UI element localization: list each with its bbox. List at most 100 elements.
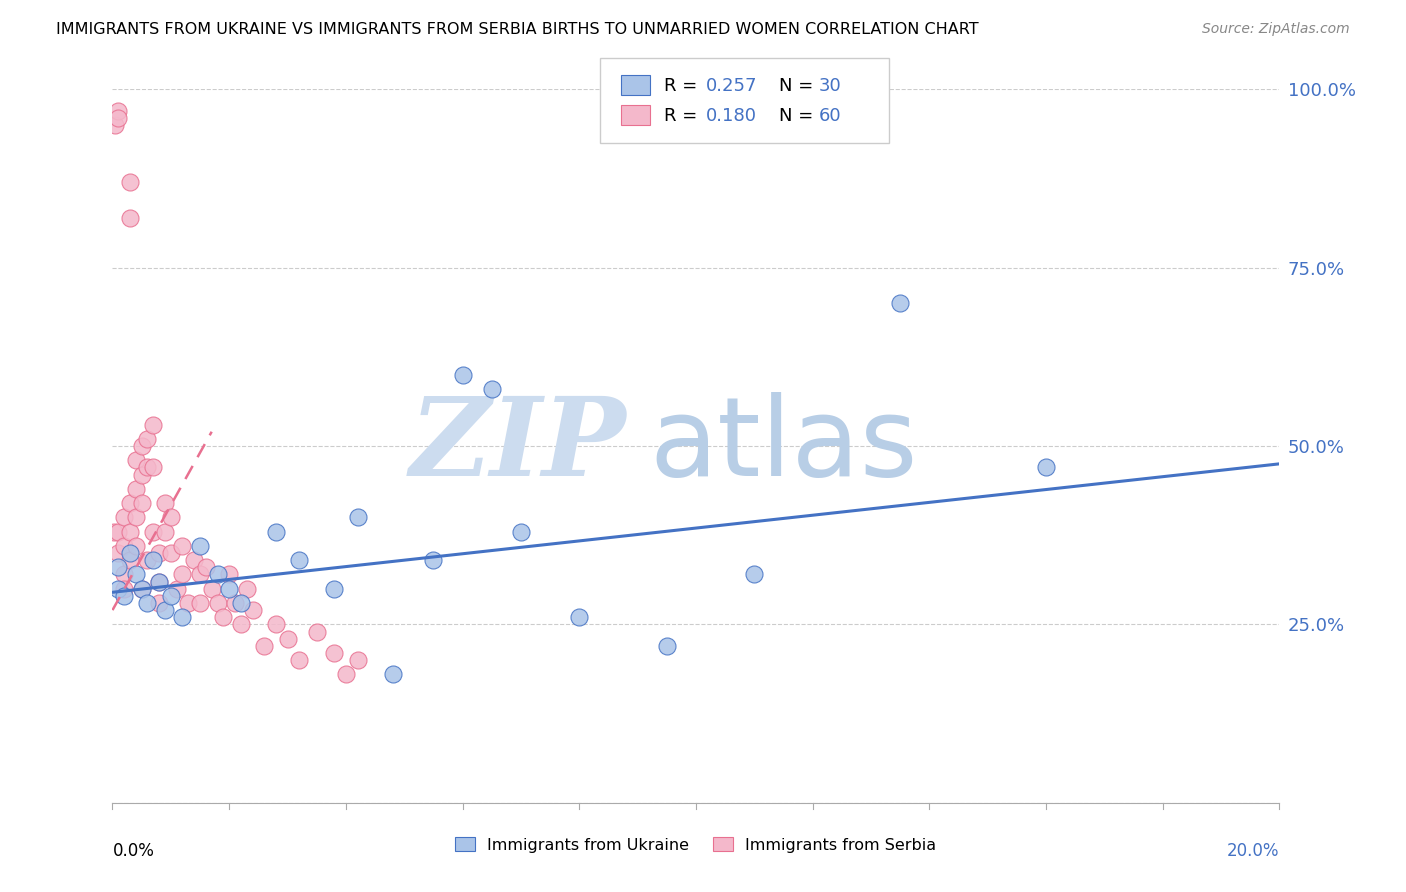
Point (253, 639, 276, 653)
Point (131, 582, 153, 596)
Point (188, 539, 211, 553)
Point (207, 596, 229, 610)
Legend: Immigrants from Ukraine, Immigrants from Serbia: Immigrants from Ukraine, Immigrants from… (449, 830, 943, 859)
Point (142, 417, 165, 432)
Point (131, 467, 153, 482)
Point (160, 589, 183, 603)
Point (125, 567, 148, 582)
Text: ZIP: ZIP (409, 392, 626, 500)
Point (194, 560, 217, 574)
Text: IMMIGRANTS FROM UKRAINE VS IMMIGRANTS FROM SERBIA BIRTHS TO UNMARRIED WOMEN CORR: IMMIGRANTS FROM UKRAINE VS IMMIGRANTS FR… (56, 22, 979, 37)
Point (509, 524, 531, 539)
Point (288, 653, 311, 667)
Point (107, 524, 129, 539)
Point (112, 582, 135, 596)
Point (481, 382, 503, 396)
Point (229, 596, 252, 610)
Point (148, 574, 170, 589)
Point (183, 553, 205, 567)
Point (335, 667, 357, 681)
Text: 60: 60 (818, 107, 841, 125)
Point (118, 553, 141, 567)
Point (264, 617, 287, 632)
Point (118, 546, 141, 560)
Point (288, 553, 311, 567)
Point (125, 539, 148, 553)
Point (166, 582, 188, 596)
Text: 0.0%: 0.0% (112, 842, 155, 860)
Point (323, 582, 346, 596)
Text: 0.180: 0.180 (706, 107, 756, 125)
Point (131, 496, 153, 510)
Point (422, 553, 444, 567)
Point (136, 432, 159, 446)
Point (172, 610, 194, 624)
Point (136, 596, 159, 610)
Point (107, 546, 129, 560)
Point (160, 546, 183, 560)
Point (451, 368, 474, 382)
Text: atlas: atlas (650, 392, 918, 500)
Point (112, 589, 135, 603)
Point (212, 610, 235, 624)
Point (323, 646, 346, 660)
Point (148, 574, 170, 589)
Point (142, 524, 165, 539)
Text: 30: 30 (818, 77, 841, 95)
Point (172, 539, 194, 553)
Point (118, 496, 141, 510)
Point (218, 567, 240, 582)
Point (346, 510, 368, 524)
Point (276, 632, 298, 646)
Point (103, 524, 125, 539)
Point (153, 603, 176, 617)
Point (104, 118, 127, 132)
Point (218, 582, 240, 596)
Point (229, 617, 252, 632)
Text: N =: N = (779, 107, 818, 125)
Point (112, 539, 135, 553)
Point (131, 582, 153, 596)
Point (207, 567, 229, 582)
Point (148, 596, 170, 610)
Point (107, 103, 129, 118)
Point (148, 546, 170, 560)
Point (305, 624, 328, 639)
Point (136, 460, 159, 475)
Point (107, 111, 129, 125)
Point (235, 582, 257, 596)
Text: 20.0%: 20.0% (1227, 842, 1279, 860)
Point (125, 482, 148, 496)
Text: 0.257: 0.257 (706, 77, 758, 95)
Point (1035, 460, 1057, 475)
Point (136, 553, 159, 567)
Point (177, 596, 200, 610)
Point (142, 553, 165, 567)
Text: R =: R = (664, 107, 703, 125)
Point (153, 496, 176, 510)
Point (201, 582, 224, 596)
Point (153, 524, 176, 539)
Text: N =: N = (779, 77, 818, 95)
Text: Source: ZipAtlas.com: Source: ZipAtlas.com (1202, 22, 1350, 37)
Point (118, 524, 141, 539)
Point (118, 211, 141, 225)
Point (346, 653, 368, 667)
Point (188, 567, 211, 582)
Point (172, 567, 194, 582)
Point (112, 567, 135, 582)
Text: R =: R = (664, 77, 703, 95)
Point (742, 567, 765, 582)
Point (142, 460, 165, 475)
Point (568, 610, 591, 624)
Point (118, 175, 141, 189)
Point (264, 524, 287, 539)
Point (107, 560, 129, 574)
Point (188, 596, 211, 610)
Point (381, 667, 404, 681)
Point (889, 296, 911, 310)
Point (655, 639, 678, 653)
Point (160, 510, 183, 524)
Point (125, 453, 148, 467)
Point (107, 582, 129, 596)
